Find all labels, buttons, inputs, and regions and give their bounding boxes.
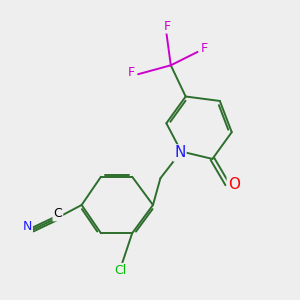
Text: O: O [228, 177, 240, 192]
Text: Cl: Cl [114, 264, 126, 277]
Text: N: N [22, 220, 32, 233]
Text: F: F [128, 66, 135, 79]
Text: N: N [174, 146, 185, 160]
Text: F: F [164, 20, 170, 33]
Text: C: C [53, 207, 62, 220]
Text: F: F [200, 42, 208, 56]
